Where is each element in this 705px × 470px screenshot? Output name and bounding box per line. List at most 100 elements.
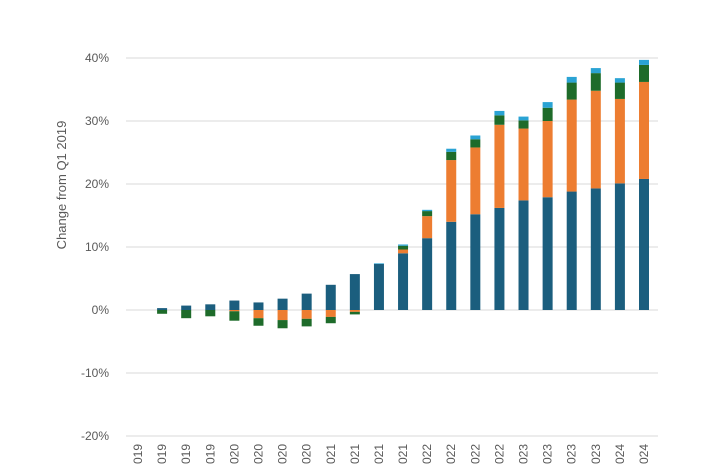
- bar-segment: [181, 305, 192, 310]
- bar-segment: [349, 311, 360, 315]
- bar-segment: [614, 183, 625, 310]
- x-axis-ticks: 019 019 019 019 020 020 020 020 021 021 021 021 022 0…: [131, 444, 651, 464]
- bar-segment: [566, 82, 577, 100]
- bar-segment: [566, 76, 577, 83]
- bar-segment: [253, 310, 264, 319]
- bar-segment: [518, 116, 529, 121]
- bar-segment: [157, 310, 168, 314]
- gridlines: [126, 57, 658, 437]
- x-tick-label: 023: [565, 444, 579, 464]
- bar-segment: [446, 151, 457, 161]
- x-tick-label: 022: [444, 444, 458, 464]
- bar-segment: [446, 160, 457, 222]
- bar-segment: [518, 128, 529, 201]
- bar-segment: [253, 318, 264, 326]
- y-tick-label: 10%: [85, 240, 109, 254]
- x-tick-label: 021: [372, 444, 386, 464]
- bar-segment: [398, 244, 409, 246]
- bar-segment: [639, 64, 649, 82]
- bar-segment: [590, 73, 601, 91]
- bar-segment: [542, 197, 553, 310]
- bar-segment: [157, 308, 168, 310]
- x-tick-label: 021: [324, 444, 338, 464]
- bar-segment: [446, 221, 457, 310]
- bar-segment: [470, 147, 481, 215]
- bar-segment: [639, 59, 649, 65]
- bar-segment: [325, 284, 336, 310]
- y-axis-title: Change from Q1 2019: [54, 121, 69, 250]
- bar-segment: [349, 274, 360, 310]
- bar-segment: [277, 320, 288, 329]
- bar-segment: [229, 300, 240, 310]
- x-tick-label: 023: [589, 444, 603, 464]
- bar-segment: [422, 209, 433, 212]
- bar-segment: [542, 121, 553, 198]
- bar-segment: [229, 311, 240, 321]
- bar-segment: [301, 310, 312, 319]
- x-tick-label: 019: [131, 444, 145, 464]
- y-tick-label: 40%: [85, 51, 109, 65]
- y-tick-label: 30%: [85, 114, 109, 128]
- bar-segment: [494, 115, 505, 125]
- bar-segment: [422, 216, 433, 239]
- y-axis-ticks: -20% -10% 0% 10% 20% 30% 40%: [81, 51, 109, 443]
- x-tick-label: 020: [300, 444, 314, 464]
- x-tick-label: 022: [420, 444, 434, 464]
- bar-segment: [373, 263, 384, 265]
- bar-segment: [205, 310, 216, 317]
- x-tick-label: 020: [227, 444, 241, 464]
- x-tick-label: 022: [492, 444, 506, 464]
- x-tick-label: 022: [468, 444, 482, 464]
- x-tick-label: 021: [348, 444, 362, 464]
- bar-segment: [325, 310, 336, 317]
- bar-segment: [614, 82, 625, 99]
- x-tick-label: 019: [203, 444, 217, 464]
- bar-segment: [422, 238, 433, 310]
- bar-segment: [470, 139, 481, 148]
- bar-segment: [518, 200, 529, 310]
- bar-segment: [253, 302, 264, 310]
- bars: [157, 59, 649, 329]
- bar-segment: [566, 191, 577, 310]
- bar-segment: [494, 110, 505, 116]
- bar-segment: [470, 135, 481, 140]
- bar-segment: [542, 107, 553, 121]
- bar-segment: [590, 188, 601, 310]
- x-tick-label: 024: [637, 444, 651, 464]
- x-tick-label: 020: [251, 444, 265, 464]
- bar-segment: [590, 68, 601, 74]
- bar-segment: [614, 98, 625, 184]
- x-tick-label: 020: [276, 444, 290, 464]
- bar-segment: [446, 148, 457, 152]
- y-tick-label: -10%: [81, 366, 109, 380]
- bar-segment: [590, 90, 601, 189]
- x-tick-label: 019: [179, 444, 193, 464]
- bar-segment: [373, 264, 384, 310]
- bar-segment: [494, 124, 505, 208]
- bar-segment: [349, 310, 360, 312]
- bar-segment: [205, 304, 216, 310]
- bar-segment: [277, 298, 288, 310]
- bar-segment: [470, 214, 481, 310]
- bar-segment: [422, 211, 433, 217]
- bar-segment: [325, 316, 336, 324]
- bar-segment: [398, 249, 409, 254]
- bar-segment: [542, 102, 553, 108]
- bar-segment: [614, 78, 625, 83]
- bar-segment: [398, 253, 409, 310]
- bar-segment: [277, 310, 288, 321]
- bar-segment: [301, 318, 312, 327]
- x-tick-label: 019: [155, 444, 169, 464]
- x-tick-label: 023: [517, 444, 531, 464]
- bar-segment: [398, 245, 409, 250]
- bar-segment: [301, 293, 312, 310]
- bar-segment: [639, 81, 649, 179]
- x-tick-label: 023: [541, 444, 555, 464]
- bar-segment: [181, 310, 192, 319]
- x-tick-label: 021: [396, 444, 410, 464]
- bar-segment: [639, 178, 649, 310]
- y-tick-label: -20%: [81, 429, 109, 443]
- bar-segment: [518, 120, 529, 129]
